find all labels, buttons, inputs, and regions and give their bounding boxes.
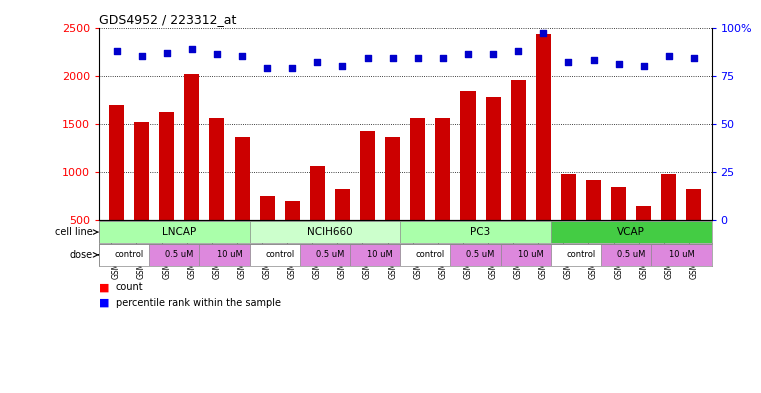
Text: dose: dose [70,250,98,260]
Point [613,61,625,67]
Point [110,48,123,54]
Bar [551,244,611,266]
Text: 0.5 uM: 0.5 uM [316,250,344,259]
Text: GDS4952 / 223312_at: GDS4952 / 223312_at [99,13,237,26]
Bar [651,244,712,266]
Bar [400,244,460,266]
Bar [460,91,476,220]
Bar [536,34,551,220]
Bar [661,174,677,220]
Bar [611,187,626,220]
Bar [234,137,250,220]
Point [336,63,349,69]
Point [186,46,198,52]
Bar [109,105,124,220]
Point [487,51,499,58]
Bar [511,79,526,220]
Text: control: control [566,250,596,259]
Point [211,51,223,58]
Bar [561,174,576,220]
Point [537,30,549,37]
Bar [199,244,260,266]
Text: 10 uM: 10 uM [217,250,242,259]
Bar [159,112,174,220]
Point [587,57,600,63]
Text: control: control [114,250,144,259]
Bar [400,221,561,243]
Bar [360,130,375,220]
Text: 10 uM: 10 uM [368,250,393,259]
Point [412,55,424,61]
Text: cell line: cell line [55,227,98,237]
Bar [260,196,275,220]
Point [261,65,273,71]
Point [688,55,700,61]
Bar [601,244,661,266]
Point [286,65,298,71]
Text: 0.5 uM: 0.5 uM [617,250,645,259]
Bar [134,122,149,220]
Bar [250,221,410,243]
Bar [586,180,601,220]
Text: PC3: PC3 [470,227,491,237]
Point [437,55,449,61]
Text: 10 uM: 10 uM [668,250,694,259]
Bar [451,244,511,266]
Text: count: count [116,282,143,292]
Text: ■: ■ [99,298,110,308]
Bar [209,118,224,220]
Text: 0.5 uM: 0.5 uM [466,250,495,259]
Text: 0.5 uM: 0.5 uM [165,250,193,259]
Bar [501,244,561,266]
Bar [149,244,209,266]
Bar [335,189,350,220]
Bar [435,118,451,220]
Text: NCIH660: NCIH660 [307,227,353,237]
Bar [350,244,410,266]
Text: VCAP: VCAP [617,227,645,237]
Point [236,53,248,59]
Point [638,63,650,69]
Point [512,48,524,54]
Bar [385,137,400,220]
Bar [99,221,260,243]
Text: control: control [265,250,295,259]
Bar [285,201,300,220]
Point [135,53,148,59]
Text: LNCAP: LNCAP [162,227,196,237]
Bar [310,166,325,220]
Point [387,55,399,61]
Point [462,51,474,58]
Bar [300,244,360,266]
Point [361,55,374,61]
Bar [250,244,310,266]
Bar [636,206,651,220]
Point [161,50,173,56]
Bar [486,97,501,220]
Text: percentile rank within the sample: percentile rank within the sample [116,298,281,308]
Text: ■: ■ [99,282,110,292]
Text: control: control [416,250,445,259]
Text: 10 uM: 10 uM [518,250,543,259]
Bar [99,244,159,266]
Bar [410,118,425,220]
Point [663,53,675,59]
Point [562,59,575,65]
Bar [551,221,712,243]
Bar [686,189,702,220]
Bar [184,74,199,220]
Point [311,59,323,65]
